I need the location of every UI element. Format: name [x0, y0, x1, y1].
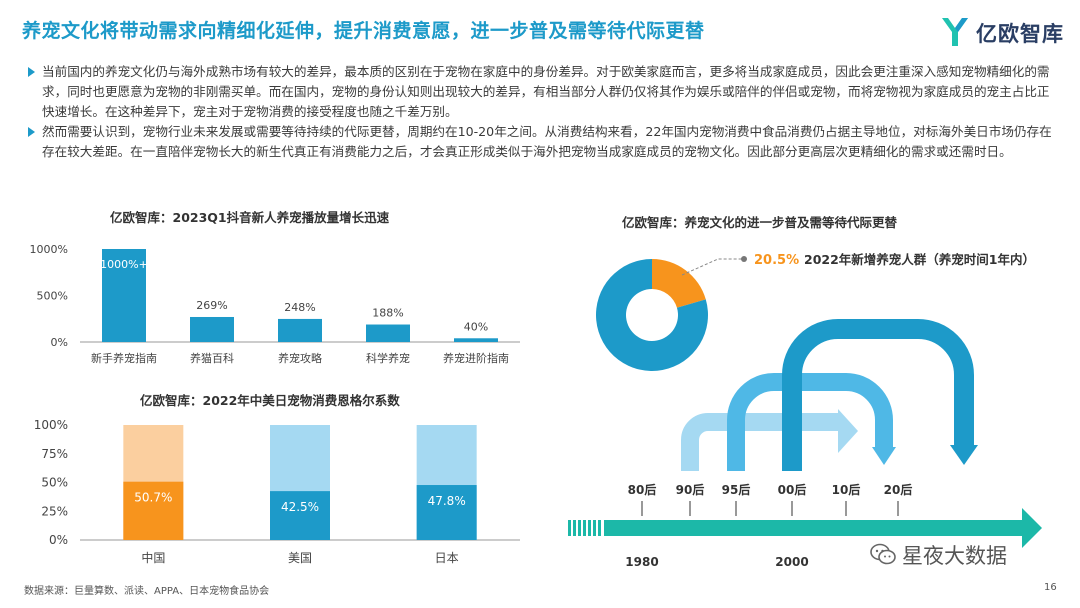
generation-label: 80后: [628, 482, 657, 497]
x-tick-label: 养宠进阶指南: [443, 351, 509, 365]
timeline-arrowhead-icon: [1022, 508, 1042, 548]
bullet-text: 当前国内的养宠文化仍与海外成熟市场有较大的差异，最本质的区别在于宠物在家庭中的身…: [42, 64, 1050, 119]
source-note: 数据来源：巨量算数、派读、APPA、日本宠物食品协会: [24, 586, 270, 597]
bullet-item: 然而需要认识到，宠物行业未来发展或需要等待持续的代际更替，周期约在10-20年之…: [28, 122, 1060, 162]
y-tick-label: 25%: [41, 504, 68, 518]
watermark-text: 星夜大数据: [902, 544, 1007, 568]
wechat-icon: [870, 543, 896, 565]
axis-stripe: [598, 520, 601, 536]
bullet-item: 当前国内的养宠文化仍与海外成熟市场有较大的差异，最本质的区别在于宠物在家庭中的身…: [28, 62, 1060, 122]
year-label: 2000: [775, 555, 808, 569]
data-label: 50.7%: [134, 491, 172, 505]
arrow-right-light-icon: [838, 409, 858, 453]
y-tick-label: 100%: [34, 418, 68, 432]
x-tick-label: 科学养宠: [366, 351, 410, 365]
x-tick-label: 中国: [141, 550, 165, 565]
axis-stripe: [583, 520, 586, 536]
bar: [190, 316, 234, 342]
bullet-text: 然而需要认识到，宠物行业未来发展或需要等待持续的代际更替，周期约在10-20年之…: [42, 124, 1052, 159]
arrow-down-dark-icon: [950, 445, 978, 465]
data-label: 40%: [464, 320, 488, 333]
bullet-triangle-icon: [28, 67, 35, 77]
x-tick-label: 日本: [435, 551, 459, 565]
data-label: 188%: [372, 307, 403, 320]
chart2-title: 亿欧智库：2022年中美日宠物消费恩格尔系数: [140, 393, 400, 408]
bar: [454, 338, 498, 342]
logo: 亿欧智库: [938, 12, 1068, 50]
bar: [278, 318, 322, 342]
axis-stripe: [568, 520, 571, 536]
bullet-triangle-icon: [28, 127, 35, 137]
generation-arc-dark: [782, 319, 974, 471]
year-label: 1980: [625, 555, 658, 569]
generation-arc-light: [681, 413, 840, 471]
chart2-svg: 100% 75% 50% 25% 0% 50.7% 中国 42.5% 美国 47.8% 日本: [34, 418, 520, 565]
bar: [416, 485, 477, 540]
callout-label: 2022年新增养宠人群（养宠时间1年内）: [804, 252, 1035, 267]
y-tick-label: 500%: [37, 290, 68, 303]
x-tick-label: 美国: [288, 551, 312, 565]
data-label: 47.8%: [428, 494, 466, 508]
bar: [102, 249, 146, 342]
generation-label: 95后: [722, 482, 751, 497]
x-tick-label: 新手养宠指南: [91, 351, 157, 365]
chart3-svg: 20.5% 2022年新增养宠人群（养宠时间1年内） 80后 90后 95后 00后 10后…: [568, 252, 1042, 569]
data-label: 269%: [196, 299, 227, 312]
y-tick-label: 1000%: [30, 243, 68, 256]
chart1-svg: 1000% 500% 0% 1000%+ 新手养宠指南 269% 养猫百科 248% 养宠攻略 1…: [30, 243, 520, 365]
logo-mark-icon: [942, 18, 968, 46]
pie-slice: [652, 259, 706, 308]
generation-label: 10后: [832, 482, 861, 497]
generation-label: 90后: [676, 482, 705, 497]
generation-label: 00后: [778, 482, 807, 497]
y-tick-label: 50%: [41, 476, 68, 490]
data-label: 1000%+: [100, 258, 148, 271]
callout-dot: [741, 256, 747, 262]
axis-stripe: [578, 520, 581, 536]
page-title: 养宠文化将带动需求向精细化延伸，提升消费意愿，进一步普及需等待代际更替: [22, 20, 705, 42]
axis-stripe: [588, 520, 591, 536]
generation-arc-mid: [727, 373, 893, 471]
bar: [270, 491, 330, 540]
axis-stripe: [573, 520, 576, 536]
chart1-title: 亿欧智库：2023Q1抖音新人养宠播放量增长迅速: [110, 210, 390, 225]
y-tick-label: 75%: [41, 447, 68, 461]
chart3-title: 亿欧智库：养宠文化的进一步普及需等待代际更替: [622, 215, 898, 230]
y-tick-label: 0%: [51, 336, 68, 349]
data-label: 248%: [284, 301, 315, 314]
callout-line: [681, 258, 744, 276]
page-number: 16: [1044, 582, 1057, 593]
pie-slice: [596, 259, 708, 371]
generation-label: 20后: [884, 482, 913, 497]
x-tick-label: 养宠攻略: [278, 351, 322, 365]
data-label: 42.5%: [281, 500, 319, 514]
bar: [123, 481, 184, 540]
y-tick-label: 0%: [49, 533, 68, 547]
callout-value: 20.5%: [754, 253, 799, 268]
axis-stripe: [593, 520, 596, 536]
x-tick-label: 养猫百科: [190, 351, 234, 365]
arrow-down-mid-icon: [872, 447, 896, 465]
bar: [366, 324, 410, 342]
logo-text: 亿欧智库: [976, 22, 1064, 46]
bullet-list: 当前国内的养宠文化仍与海外成熟市场有较大的差异，最本质的区别在于宠物在家庭中的身…: [28, 62, 1060, 162]
timeline-axis: [604, 520, 1024, 536]
